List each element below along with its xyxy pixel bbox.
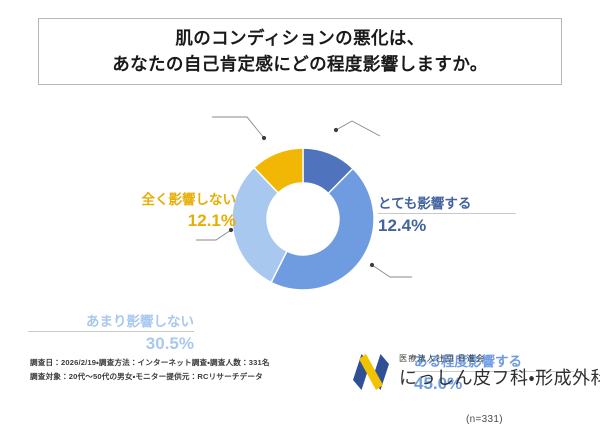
callout-rule-some bbox=[414, 370, 574, 372]
callout-value-some: 45.0% bbox=[414, 373, 463, 393]
survey-metadata: 調査日：2026/2/19・調査方法：インターネット調査・調査人数：331名 調… bbox=[30, 356, 270, 384]
page-title-box: 肌のコンディションの悪化は、 あなたの自己肯定感にどの程度影響しますか。 bbox=[38, 18, 562, 85]
callout-label-none: 全く影響しない 12.1% bbox=[104, 192, 237, 232]
donut-segments bbox=[231, 147, 375, 291]
callout-value-very: 12.4% bbox=[378, 215, 427, 235]
leader-line-some bbox=[371, 264, 412, 278]
donut-segment-none bbox=[253, 147, 304, 194]
page-title-line-1: 肌のコンディションの悪化は、 bbox=[175, 27, 425, 48]
clinic-corporate-name: 医療法人社団 日進会 bbox=[399, 354, 485, 364]
callout-value-none: 12.1% bbox=[187, 210, 236, 230]
callout-label-very: とても影響する 12.4% bbox=[378, 196, 516, 237]
donut-segment-little bbox=[231, 166, 288, 284]
callout-label-little: あまり影響しない 30.5% bbox=[28, 314, 194, 355]
callout-label-some: ある程度影響する 45.0% bbox=[414, 354, 574, 395]
callout-name-none: 全く影響しない bbox=[141, 192, 237, 207]
callout-name-some: ある程度影響する bbox=[414, 354, 522, 369]
callout-name-very: とても影響する bbox=[378, 196, 472, 211]
donut-chart-area: 全く影響しない 12.1% とても影響する 12.4% ある程度影響する 45.… bbox=[0, 92, 600, 425]
callout-rule-little bbox=[28, 330, 194, 332]
sample-size-note: (n=331) bbox=[466, 414, 503, 425]
donut-segment-some bbox=[270, 167, 375, 291]
logo-yellow-stroke bbox=[359, 354, 383, 390]
footer: 調査日：2026/2/19・調査方法：インターネット調査・調査人数：331名 調… bbox=[0, 352, 600, 400]
clinic-logo: 医療法人社団 日進会 にっしん皮フ科・形成外科 bbox=[352, 352, 600, 392]
survey-meta-line-2: 調査対象：20代〜50代の男女・モニター提供元：RCリサーチデータ bbox=[30, 372, 263, 382]
clinic-name: にっしん皮フ科・形成外科 bbox=[399, 368, 600, 389]
page-title-line-2: あなたの自己肯定感にどの程度影響しますか。 bbox=[112, 53, 488, 74]
survey-meta-line-1: 調査日：2026/2/19・調査方法：インターネット調査・調査人数：331名 bbox=[30, 358, 270, 367]
callout-value-little: 30.5% bbox=[145, 333, 194, 353]
clinic-logo-mark-icon bbox=[353, 354, 389, 390]
donut-chart bbox=[231, 147, 375, 291]
callout-rule-very bbox=[378, 212, 516, 214]
clinic-logo-text: 医療法人社団 日進会 にっしん皮フ科・形成外科 bbox=[399, 354, 600, 389]
callout-name-little: あまり影響しない bbox=[86, 314, 194, 329]
